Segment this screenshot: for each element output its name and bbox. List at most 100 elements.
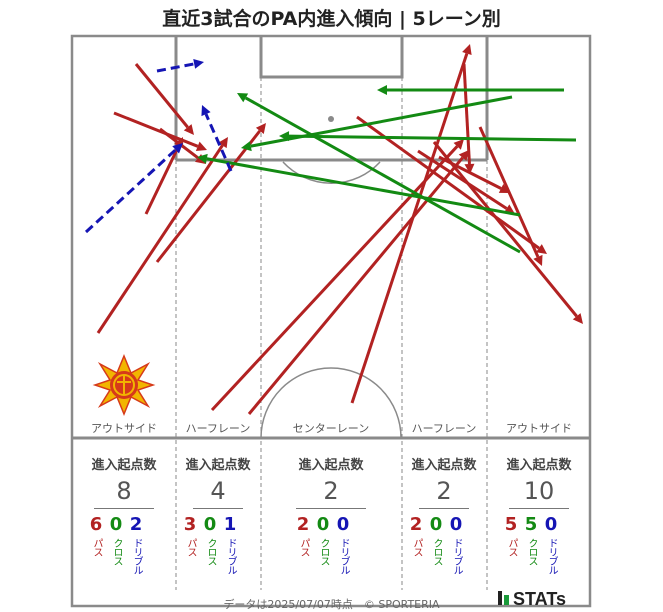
cross-label: クロス — [111, 538, 122, 565]
stat-total: 2 — [436, 477, 452, 505]
stat-heading: 進入起点数 — [91, 458, 157, 473]
stat-heading: 進入起点数 — [185, 458, 251, 473]
dribble-arrow — [204, 113, 233, 172]
cross-arrow — [206, 157, 521, 217]
cross-arrowhead — [279, 131, 290, 142]
cross-count: 0 — [109, 514, 123, 535]
lane-label: アウトサイド — [91, 422, 157, 435]
dribble-label: ドリブル — [225, 538, 236, 574]
penalty-spot — [328, 116, 334, 122]
pass-count: 2 — [296, 514, 310, 535]
arrows-layer — [84, 44, 583, 415]
footer-note: データは2025/07/07時点 © SPORTERIA — [223, 598, 440, 611]
dribble-count: 2 — [129, 514, 143, 535]
dribble-arrowhead — [193, 58, 204, 69]
stat-total: 8 — [116, 477, 132, 505]
pass-arrow — [134, 63, 189, 129]
pass-arrowhead — [533, 254, 543, 266]
pass-arrowhead — [453, 139, 464, 150]
pass-label: パス — [506, 538, 517, 556]
pass-arrowhead — [195, 141, 207, 151]
pass-arrow — [247, 156, 464, 415]
pass-arrowhead — [255, 123, 266, 134]
pass-arrow — [155, 129, 262, 263]
dribble-arrow — [156, 62, 195, 73]
cross-arrowhead — [197, 153, 208, 164]
stat-divider — [296, 508, 366, 509]
pass-arrowhead — [183, 124, 194, 135]
stat-total: 10 — [523, 477, 555, 505]
pass-arrow — [417, 149, 508, 210]
dribble-count: 0 — [449, 514, 463, 535]
pass-count: 2 — [409, 514, 423, 535]
dribble-arrow — [84, 148, 177, 234]
dribble-count: 0 — [336, 514, 350, 535]
pass-count: 6 — [89, 514, 103, 535]
pass-arrowhead — [462, 44, 472, 56]
pass-arrow — [350, 53, 469, 404]
center-circle — [260, 367, 402, 439]
lane-label: アウトサイド — [506, 422, 572, 435]
pass-arrowhead — [535, 244, 547, 254]
cross-count: 0 — [316, 514, 330, 535]
dribble-count: 1 — [223, 514, 237, 535]
pass-label: パス — [185, 538, 196, 556]
goal-area — [259, 36, 404, 79]
team-emblem — [92, 354, 156, 416]
pass-arrowhead — [572, 313, 583, 324]
stat-total: 2 — [323, 477, 339, 505]
pass-count: 5 — [504, 514, 518, 535]
lane-label: ハーフレーン — [186, 422, 251, 435]
lane-label: ハーフレーン — [412, 422, 477, 435]
cross-arrowhead — [377, 85, 387, 95]
lane-label: センターレーン — [293, 422, 369, 435]
cross-arrow — [250, 95, 513, 148]
dribble-count: 0 — [544, 514, 558, 535]
pass-arrow — [462, 63, 471, 165]
stat-divider — [94, 508, 154, 509]
stat-total: 4 — [210, 477, 226, 505]
cross-count: 5 — [524, 514, 538, 535]
cross-label: クロス — [205, 538, 216, 565]
pass-label: パス — [91, 538, 102, 556]
stat-divider — [509, 508, 569, 509]
cross-arrowhead — [241, 141, 252, 152]
pass-arrow — [96, 144, 224, 334]
cross-arrowhead — [237, 93, 249, 103]
penalty-arc — [282, 161, 381, 184]
pass-arrow — [113, 111, 199, 148]
pass-arrowhead — [464, 163, 475, 174]
pitch-border — [70, 34, 592, 608]
dribble-label: ドリブル — [338, 538, 349, 574]
dribble-arrowhead — [201, 105, 211, 117]
stat-heading: 進入起点数 — [506, 458, 572, 473]
pass-arrowhead — [498, 184, 510, 193]
pass-count: 3 — [183, 514, 197, 535]
stat-heading: 進入起点数 — [411, 458, 477, 473]
dribble-arrowhead — [172, 143, 183, 154]
pass-arrow — [438, 155, 502, 190]
dribble-label: ドリブル — [546, 538, 557, 574]
cross-count: 0 — [203, 514, 217, 535]
pass-label: パス — [298, 538, 309, 556]
stat-divider — [419, 508, 469, 509]
cross-label: クロス — [318, 538, 329, 565]
stat-divider — [193, 508, 243, 509]
pass-label: パス — [411, 538, 422, 556]
cross-label: クロス — [526, 538, 537, 565]
cross-label: クロス — [431, 538, 442, 565]
cross-count: 0 — [429, 514, 443, 535]
pass-arrow — [432, 141, 578, 318]
stat-heading: 進入起点数 — [298, 458, 364, 473]
pass-arrow — [210, 145, 459, 412]
pass-arrowhead — [218, 137, 228, 149]
pass-arrowhead — [458, 150, 469, 161]
dribble-label: ドリブル — [131, 538, 142, 574]
cross-arrow — [244, 96, 521, 254]
pass-arrow — [144, 145, 181, 215]
chart-title: 直近3試合のPA内進入傾向 | 5レーン別 — [162, 8, 501, 30]
dribble-label: ドリブル — [451, 538, 462, 574]
cross-arrow — [288, 134, 577, 142]
brand-logo: STATs — [498, 589, 566, 610]
